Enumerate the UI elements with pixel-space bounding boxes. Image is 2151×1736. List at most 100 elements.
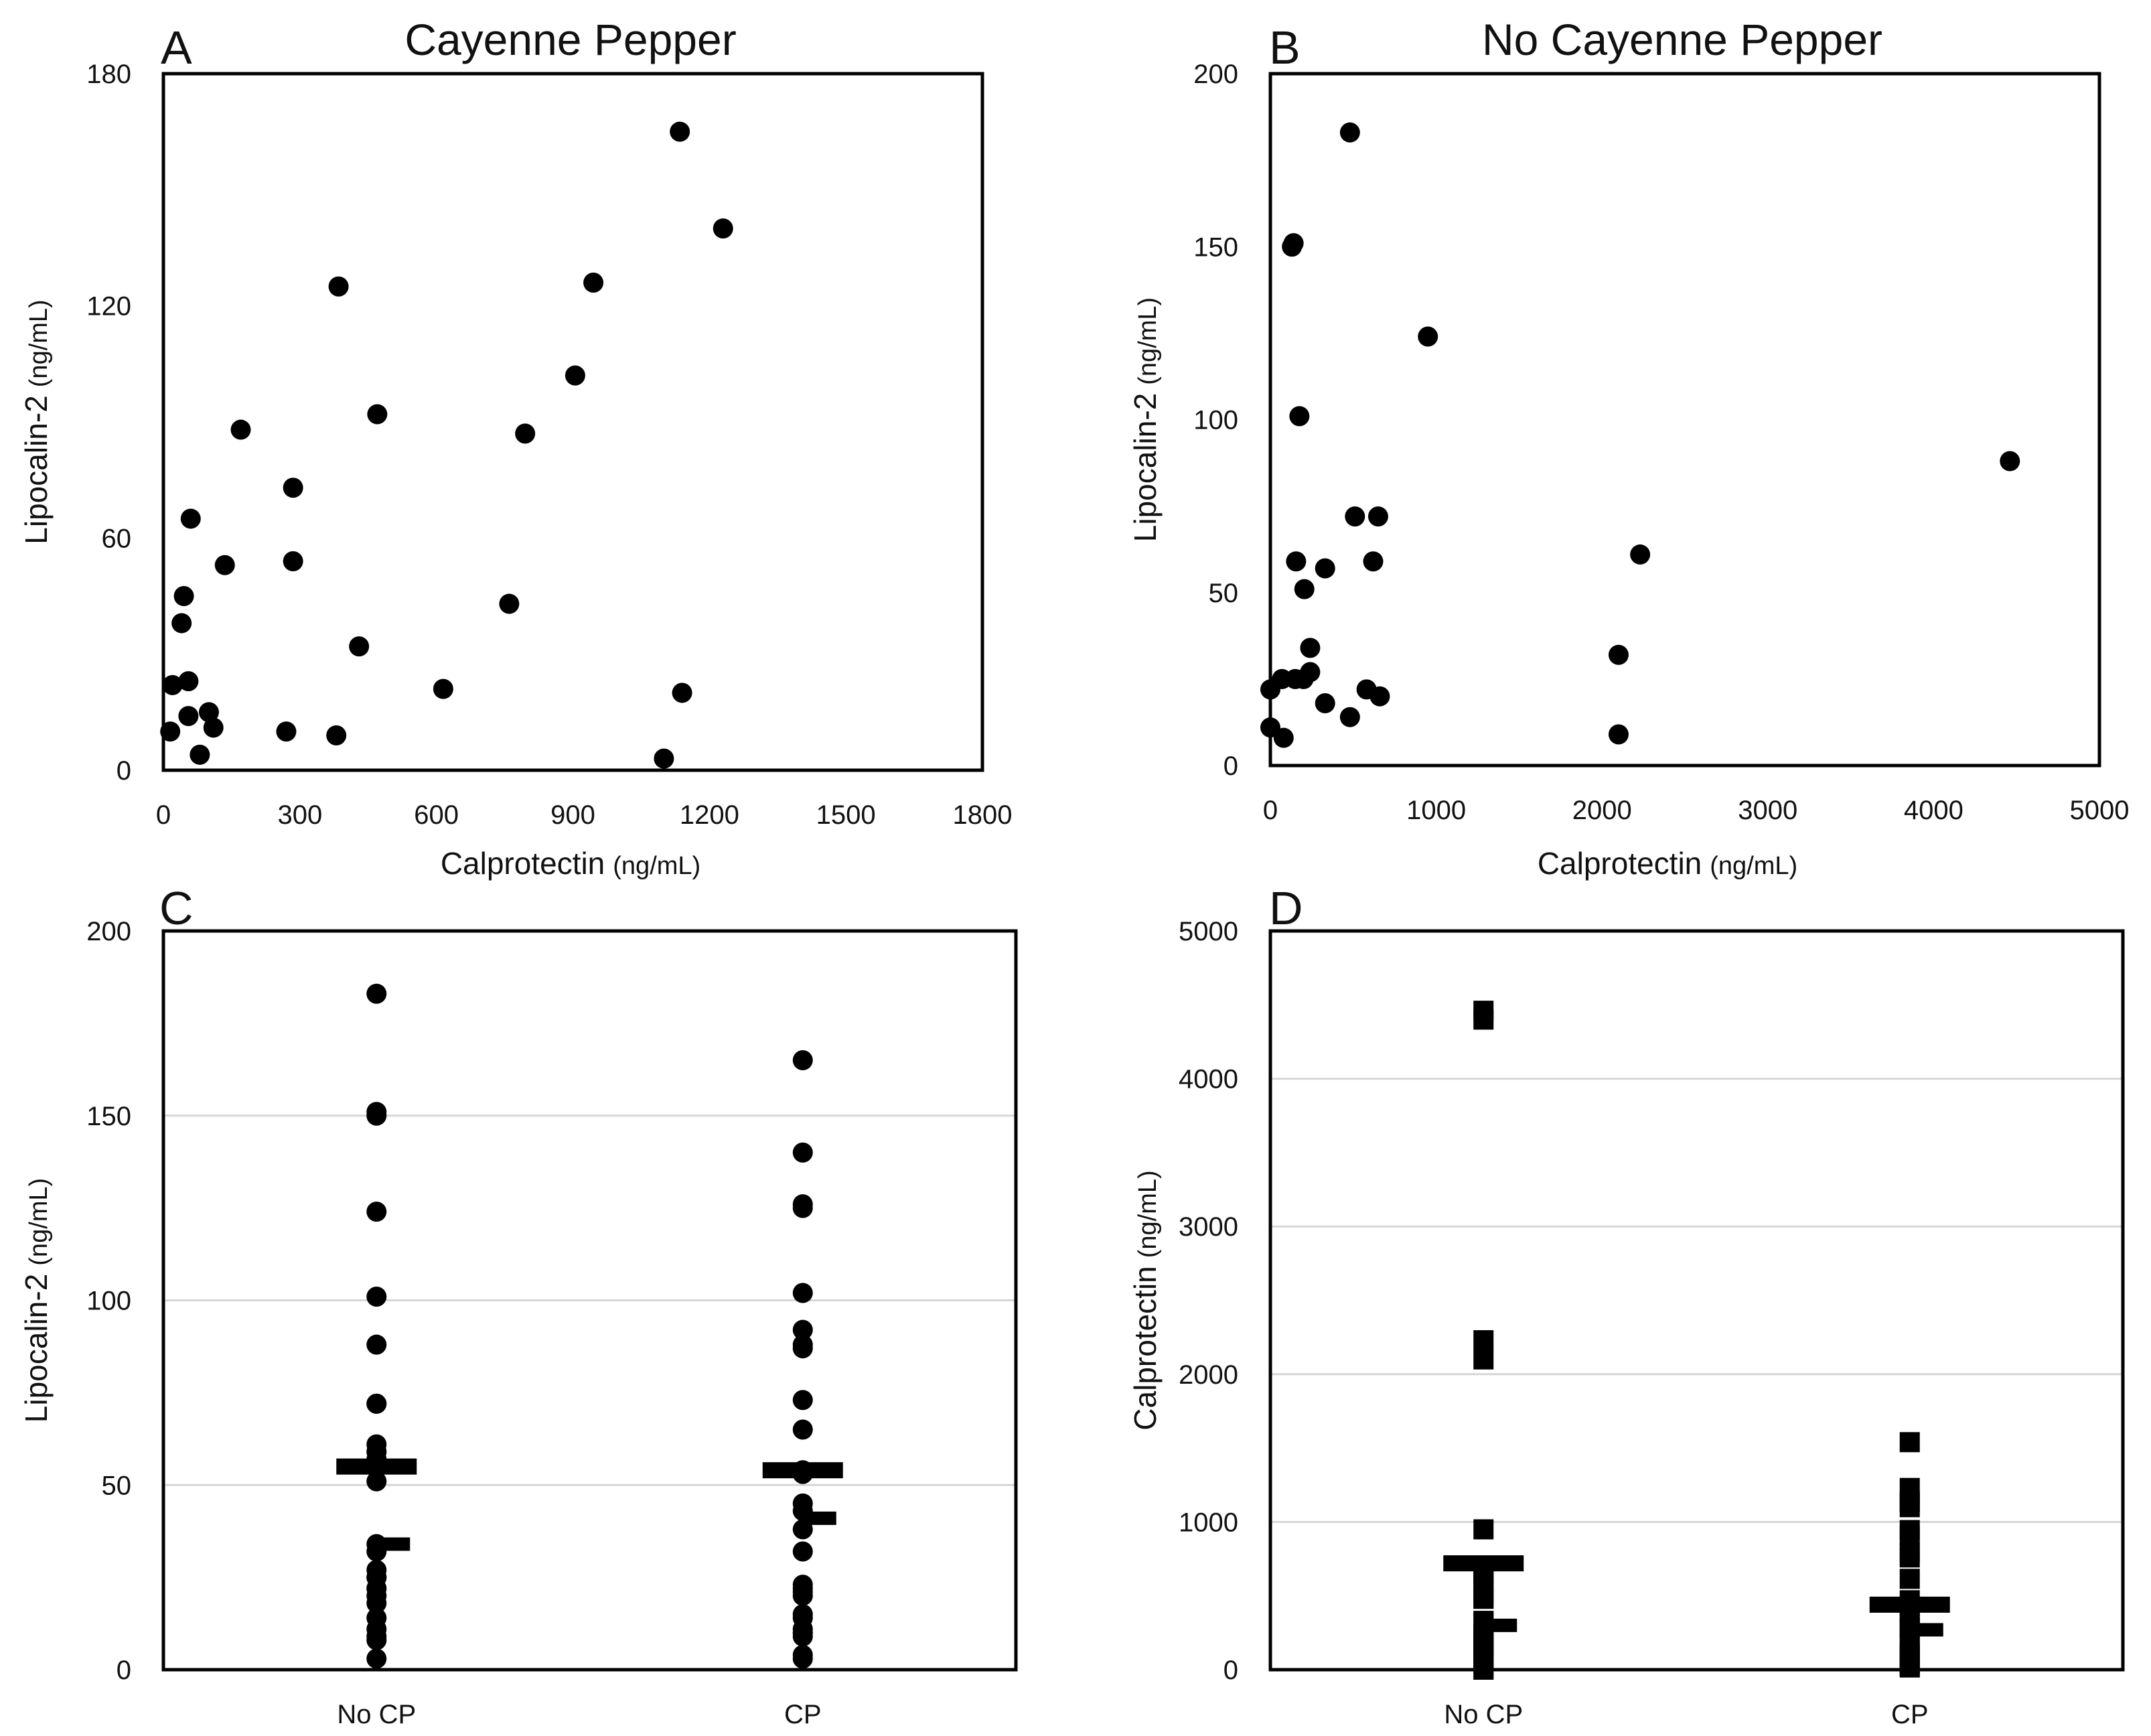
y-axis-label: Lipocalin-2(ng/mL) [19, 299, 54, 544]
data-point [178, 671, 199, 692]
x-category-label: No CP [1444, 1700, 1523, 1729]
y-tick-label: 200 [1193, 60, 1238, 89]
data-point [366, 1334, 387, 1355]
panel-B-plot-frame [1268, 72, 2101, 768]
data-point [366, 1593, 387, 1613]
data-point [1473, 1330, 1494, 1351]
y-tick-label: 0 [117, 756, 131, 786]
data-point [366, 1393, 387, 1414]
x-tick-label: 0 [156, 800, 171, 830]
panel-letter: C [159, 882, 194, 934]
x-tick-label: 1500 [816, 800, 876, 830]
y-tick-label: 0 [1223, 1656, 1238, 1685]
data-point [433, 678, 453, 699]
x-tick-label: 2000 [1572, 796, 1632, 825]
data-point [366, 1105, 387, 1126]
data-point [672, 682, 692, 703]
data-point [792, 1390, 813, 1410]
y-tick-label: 5000 [1179, 917, 1238, 946]
data-point [326, 725, 347, 745]
panel-letter: A [161, 21, 192, 74]
x-tick-label: 600 [414, 800, 459, 830]
data-point [162, 674, 183, 695]
x-category-label: No CP [337, 1700, 416, 1729]
x-category-label: CP [1891, 1700, 1929, 1729]
data-point [1294, 579, 1315, 599]
y-tick-label: 0 [117, 1656, 131, 1685]
data-point [366, 1471, 387, 1492]
panel-A-plot-frame [161, 72, 984, 772]
y-tick-label: 50 [102, 1471, 132, 1500]
data-point [1293, 668, 1314, 689]
data-point [180, 508, 201, 529]
x-tick-label: 5000 [2070, 796, 2130, 825]
data-point [1899, 1497, 1920, 1518]
data-point [1473, 1349, 1494, 1370]
data-point [171, 613, 192, 634]
mean-bar [762, 1462, 843, 1479]
data-point [515, 423, 536, 444]
data-point [2000, 451, 2020, 472]
data-point [670, 121, 690, 142]
data-point [1899, 1657, 1920, 1678]
y-tick-label: 100 [1193, 406, 1238, 435]
chart-title: No Cayenne Pepper [1482, 15, 1882, 64]
y-axis-label: Lipocalin-2(ng/mL) [19, 1178, 54, 1423]
data-point [283, 478, 303, 498]
data-point [792, 1283, 813, 1303]
median-bar [1909, 1623, 1943, 1637]
mean-bar [336, 1458, 417, 1475]
panel-letter: D [1269, 882, 1303, 934]
data-point [1273, 727, 1294, 748]
panel-C-plot-frame [161, 929, 1018, 1672]
data-point [1899, 1569, 1920, 1589]
y-tick-label: 0 [1223, 751, 1238, 781]
y-tick-label: 2000 [1179, 1360, 1238, 1390]
y-tick-label: 150 [86, 1102, 131, 1131]
y-tick-label: 60 [102, 524, 132, 553]
data-point [173, 586, 194, 606]
data-point [792, 1585, 813, 1606]
mean-bar [1443, 1555, 1524, 1572]
data-point [366, 1648, 387, 1669]
data-point [190, 744, 210, 765]
x-tick-label: 300 [277, 800, 322, 830]
data-point [792, 1648, 813, 1669]
x-tick-label: 900 [550, 800, 595, 830]
y-tick-label: 180 [86, 60, 131, 89]
mean-bar [1869, 1596, 1950, 1613]
y-tick-label: 50 [1209, 579, 1239, 608]
x-tick-label: 3000 [1738, 796, 1797, 825]
panel-C: 0 50 100 150 200 No CP CP [86, 917, 1016, 1729]
data-point [654, 748, 674, 769]
median-bar [802, 1511, 836, 1525]
x-axis-label: Calprotectin (ng/mL) [441, 846, 700, 881]
data-point [1367, 506, 1388, 527]
data-point [792, 1338, 813, 1359]
x-tick-label: 1000 [1406, 796, 1466, 825]
data-point [792, 1050, 813, 1071]
data-point [214, 555, 235, 575]
data-point [366, 1630, 387, 1650]
data-point [366, 1286, 387, 1307]
data-point [276, 721, 297, 742]
y-tick-label: 100 [86, 1287, 131, 1316]
y-tick-label: 1000 [1179, 1508, 1238, 1537]
data-point [328, 276, 349, 297]
panel-D: 0 1000 2000 3000 4000 5000 No CP CP [1179, 917, 2123, 1729]
data-point [198, 702, 219, 723]
data-point [1315, 693, 1335, 714]
data-point [583, 273, 604, 293]
data-point [283, 551, 303, 571]
data-point [178, 706, 199, 727]
x-category-label: CP [784, 1700, 822, 1729]
data-point [1473, 1009, 1494, 1030]
data-point [349, 636, 370, 657]
data-point [367, 404, 388, 425]
data-point [1418, 326, 1438, 347]
data-point [792, 1319, 813, 1340]
median-bar [376, 1537, 411, 1551]
data-point [160, 721, 181, 742]
